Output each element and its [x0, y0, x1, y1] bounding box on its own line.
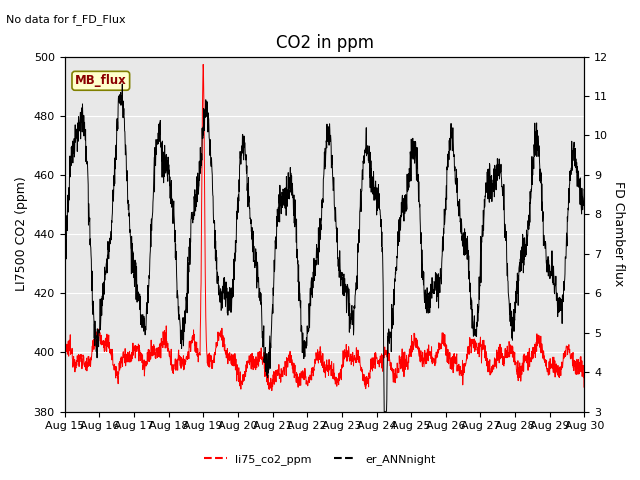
Y-axis label: FD Chamber flux: FD Chamber flux [612, 181, 625, 287]
Text: MB_flux: MB_flux [75, 74, 127, 87]
Y-axis label: LI7500 CO2 (ppm): LI7500 CO2 (ppm) [15, 177, 28, 291]
Title: CO2 in ppm: CO2 in ppm [275, 34, 374, 52]
Legend: li75_co2_ppm, er_ANNnight: li75_co2_ppm, er_ANNnight [200, 450, 440, 469]
Text: No data for f_FD_Flux: No data for f_FD_Flux [6, 14, 126, 25]
